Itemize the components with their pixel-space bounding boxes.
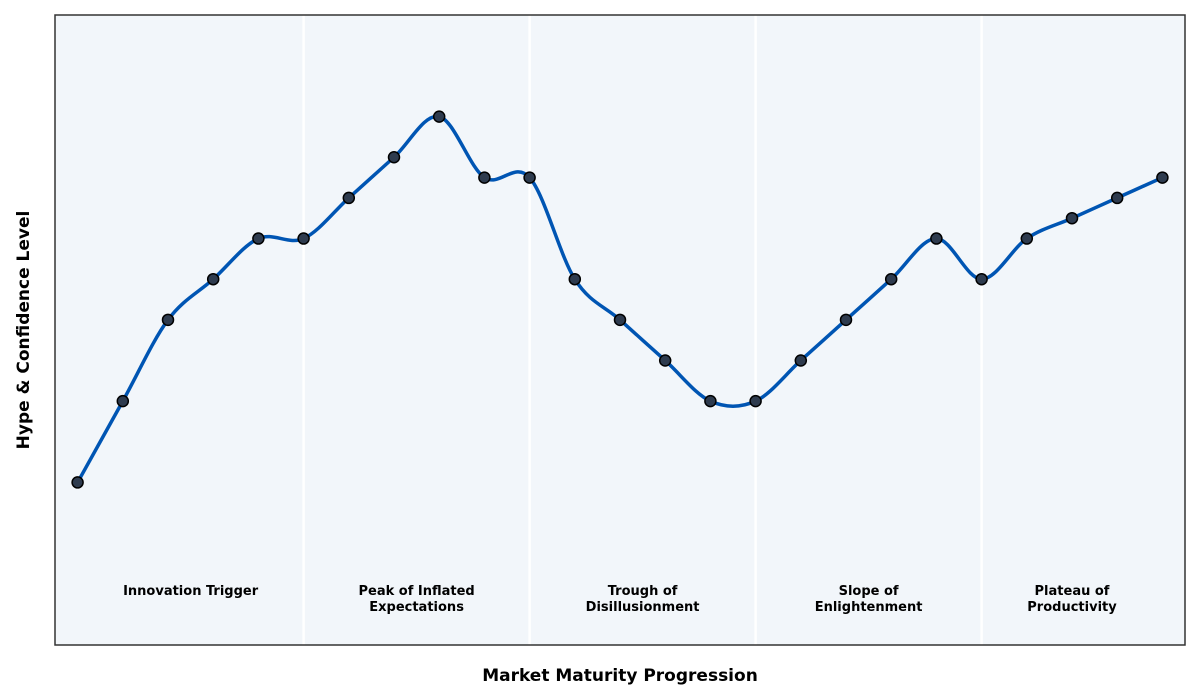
data-point [839,313,853,327]
data-point [161,313,175,327]
phase-label: Innovation Trigger [123,584,259,599]
phase-label: Trough of Disillusionment [586,584,700,615]
data-point [478,171,491,184]
data-point [1065,211,1079,225]
data-point [1020,232,1034,245]
data-point [794,354,808,367]
data-point [432,110,446,123]
y-axis-title: Hype & Confidence Level [14,211,34,450]
data-markers [71,110,1169,489]
data-point [749,394,762,408]
data-point [613,313,627,327]
data-point [116,394,130,408]
data-point [252,232,265,245]
plot-background [55,15,1185,645]
data-point [342,191,356,205]
data-point [884,272,898,286]
data-point [704,394,717,408]
phase-labels: Innovation Trigger Peak of Inflated Expect… [123,584,1117,615]
data-point [71,476,84,489]
data-point [297,232,310,245]
data-point [568,272,582,286]
data-point [930,232,943,245]
plot-frame [54,14,1186,646]
data-point [206,272,220,286]
data-point [1156,171,1169,184]
data-point [387,151,401,164]
phase-label: Plateau of Productivity [1027,584,1117,615]
data-point [1110,191,1124,205]
data-point [975,272,988,286]
x-axis-title: Market Maturity Progression [482,666,758,686]
phase-label: Peak of Inflated Expectations [358,584,474,615]
data-point [523,171,536,184]
data-point [658,354,672,367]
phase-label: Slope of Enlightenment [815,584,923,615]
phase-dividers [302,15,983,645]
